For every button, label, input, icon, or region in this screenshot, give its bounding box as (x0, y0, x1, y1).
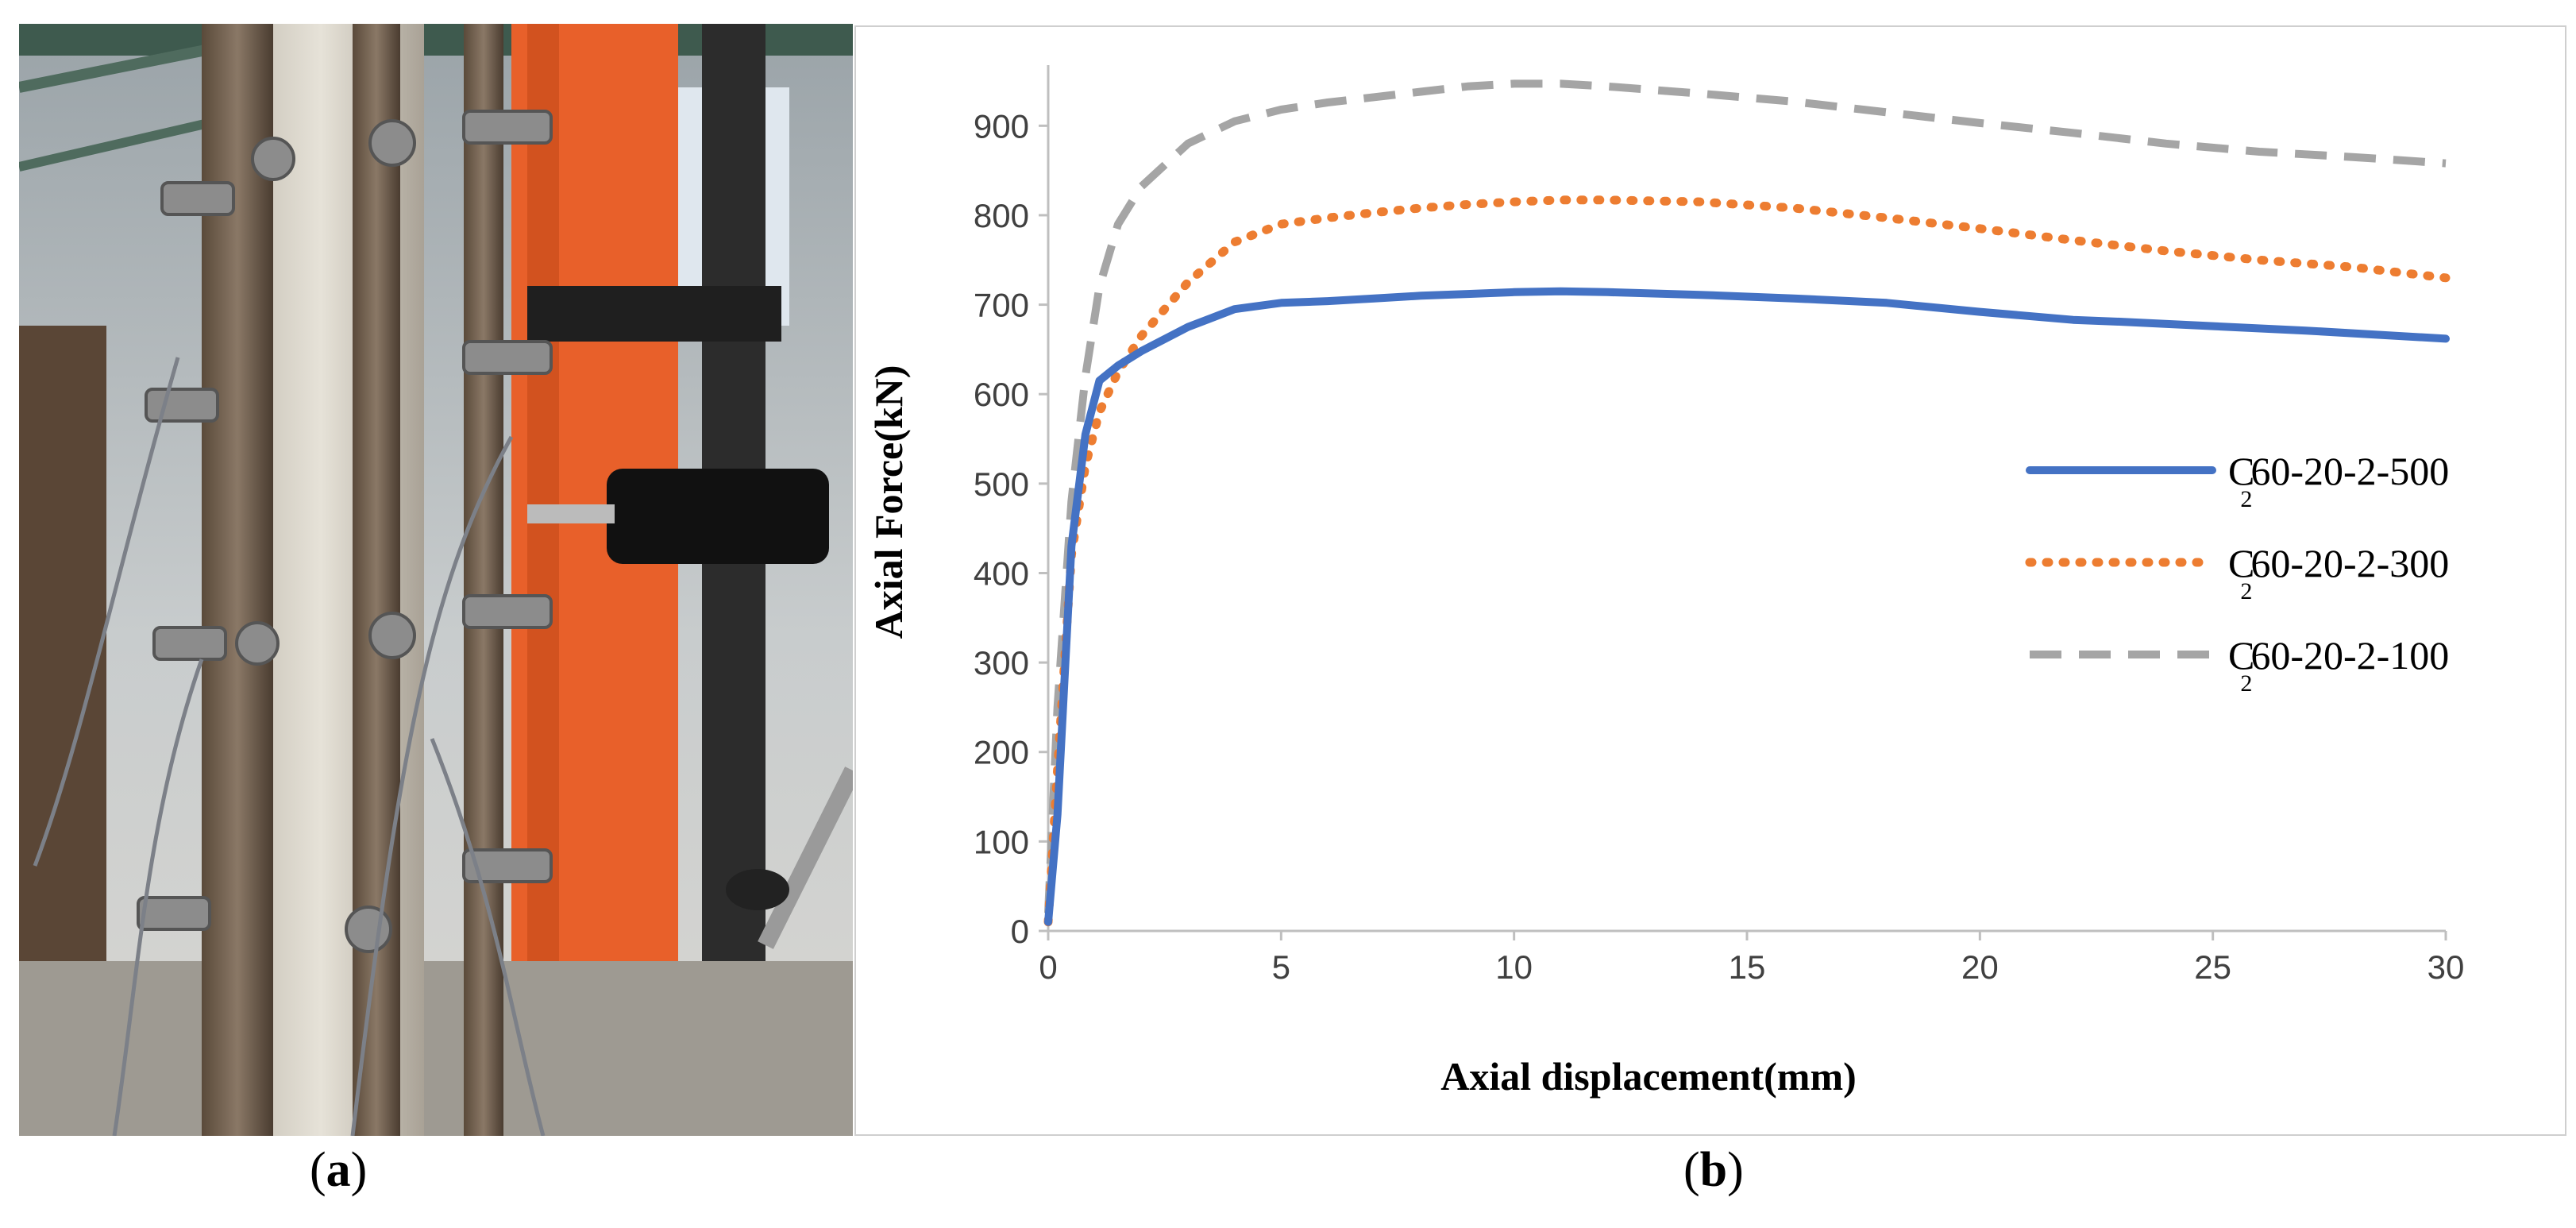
y-tick-label: 400 (974, 554, 1029, 592)
legend-label: C 260-20-2-500 (2228, 449, 2449, 512)
y-tick-label: 800 (974, 197, 1029, 234)
caption-a-close: ) (350, 1143, 368, 1197)
y-tick-label: 100 (974, 823, 1029, 860)
x-axis-title: Axial displacement(mm) (1440, 1054, 1857, 1099)
series-line-C60-20-2-300 (1043, 195, 2451, 927)
caption-a-open: ( (310, 1143, 326, 1197)
y-tick-label: 700 (974, 287, 1029, 324)
specimen-photo (19, 24, 853, 1136)
y-tick-label: 0 (1011, 913, 1029, 950)
caption-a: (a) (310, 1142, 367, 1199)
x-tick-label: 10 (1495, 948, 1533, 986)
y-axis-title: Axial Force(kN) (866, 365, 911, 639)
x-tick-label: 20 (1961, 948, 1999, 986)
caption-a-letter: a (326, 1143, 351, 1197)
series-layer (1043, 79, 2451, 927)
y-tick-label: 200 (974, 734, 1029, 771)
legend-label: C 260-20-2-100 (2228, 633, 2449, 697)
caption-b-close: ) (1727, 1143, 1744, 1197)
y-tick-label: 900 (974, 107, 1029, 145)
x-tick-label: 5 (1272, 948, 1290, 986)
legend-label: C 260-20-2-300 (2228, 541, 2449, 604)
y-tick-label: 300 (974, 644, 1029, 682)
chart-frame (854, 25, 2566, 1136)
chart-legend: C 260-20-2-500 C 260-20-2-300 C 260-20-2-100 (2025, 449, 2449, 697)
caption-b: (b) (1683, 1142, 1744, 1199)
x-tick-label: 0 (1039, 948, 1057, 986)
x-tick-label: 25 (2194, 948, 2231, 986)
y-tick-label: 500 (974, 465, 1029, 503)
x-tick-label: 15 (1729, 948, 1766, 986)
series-line-C60-20-2-500 (1044, 287, 2450, 926)
caption-b-open: ( (1683, 1143, 1700, 1197)
line-chart: 0 5 10 15 20 25 300100200300400500600700800900… (866, 65, 2464, 1099)
x-tick-label: 30 (2428, 948, 2465, 986)
caption-b-letter: b (1699, 1143, 1728, 1197)
series-line-C60-20-2-100 (1044, 79, 2447, 913)
y-tick-label: 600 (974, 376, 1029, 413)
